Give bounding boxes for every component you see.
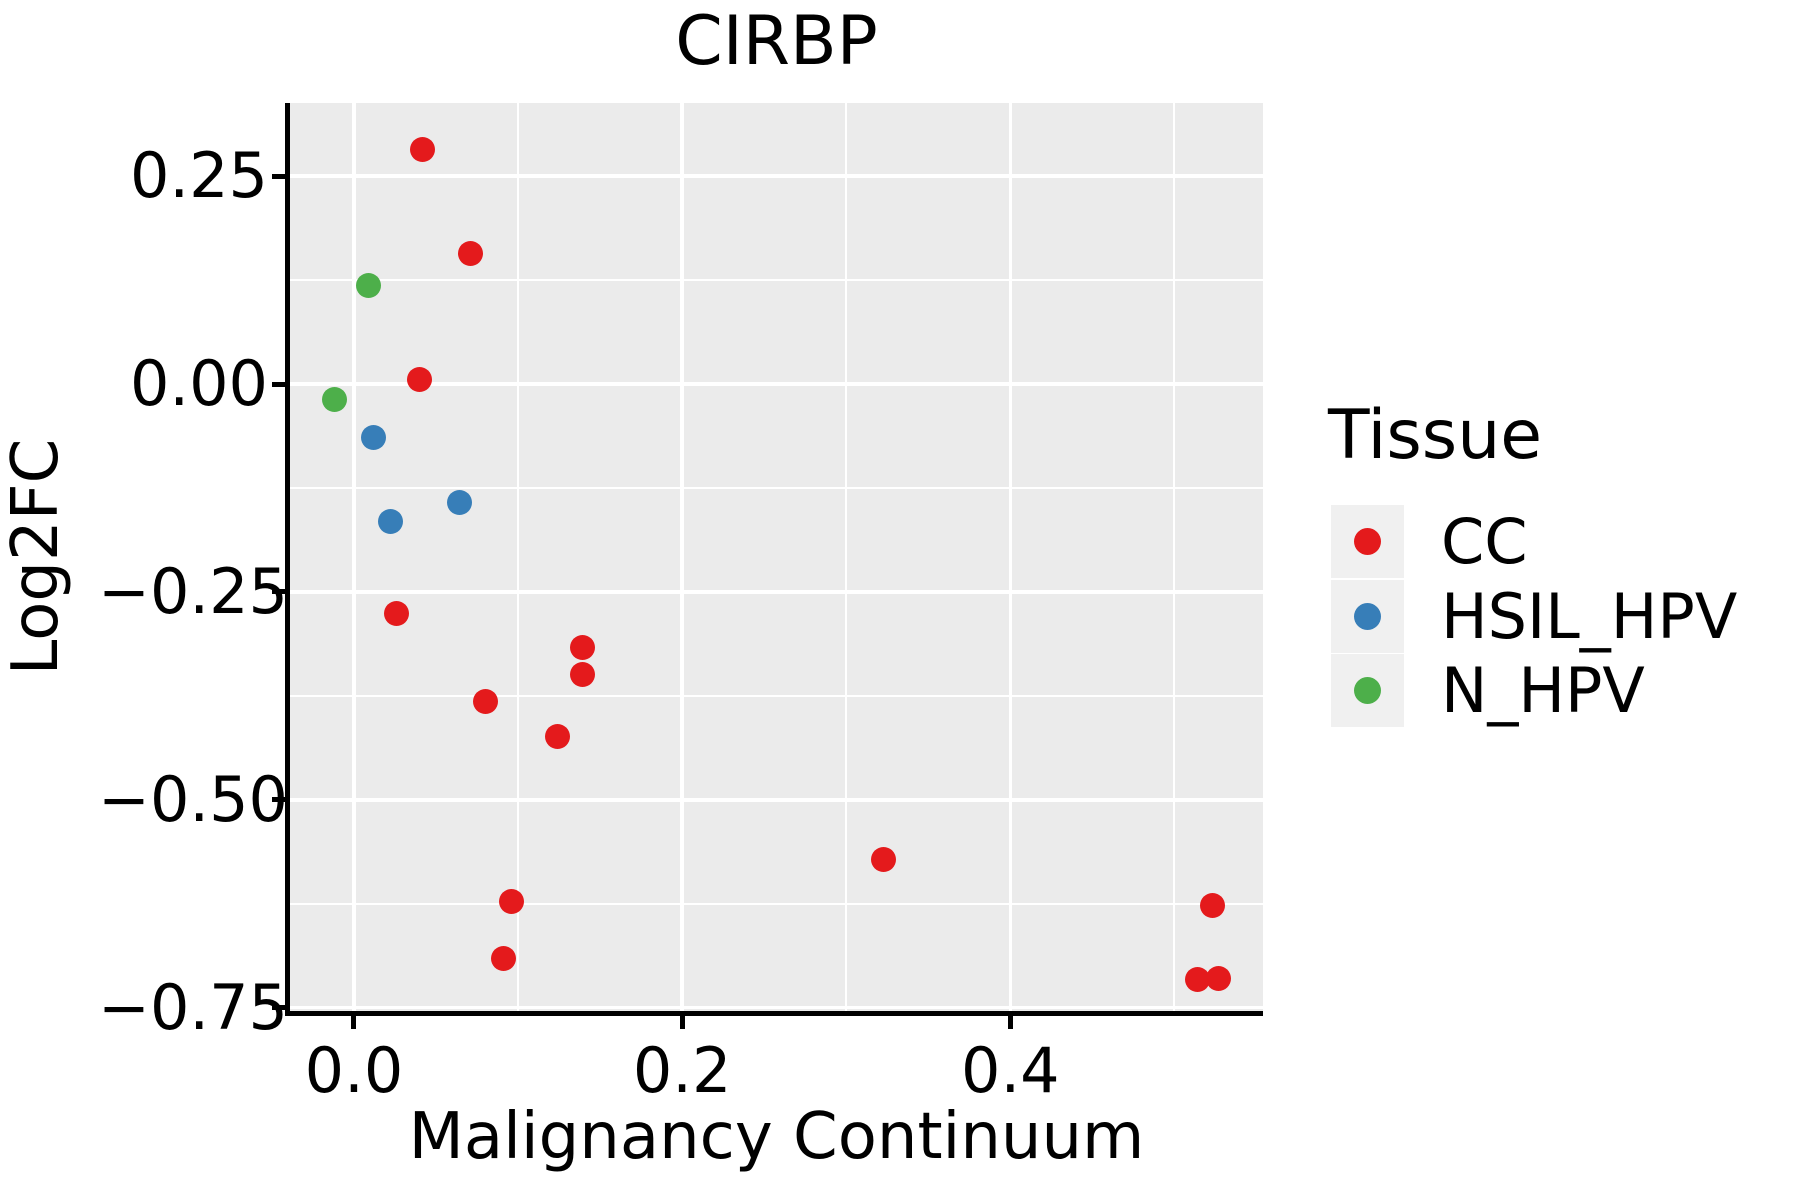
legend-dot-icon	[1354, 528, 1381, 555]
data-point-cc	[490, 946, 516, 972]
x-tick-mark	[1007, 1016, 1013, 1029]
legend-key-cc	[1331, 505, 1404, 578]
data-point-hsil_hpv	[361, 424, 387, 450]
data-point-cc	[544, 724, 570, 750]
gridline-minor-y	[290, 902, 1263, 905]
x-axis-label: Malignancy Continuum	[408, 1100, 1145, 1174]
gridline-minor-y	[290, 279, 1263, 282]
legend-item-label: HSIL_HPV	[1441, 579, 1738, 653]
gridline-minor-x	[1173, 103, 1176, 1011]
gridline-minor-x	[517, 103, 520, 1011]
x-tick-mark	[351, 1016, 357, 1029]
y-tick-mark	[272, 381, 285, 387]
gridline-major-y	[290, 1005, 1263, 1010]
gridline-minor-y	[290, 486, 1263, 489]
y-tick-mark	[272, 797, 285, 803]
x-tick-label: 0.2	[632, 1034, 732, 1107]
y-tick-label: −0.25	[98, 554, 288, 628]
gridline-major-x	[1008, 103, 1013, 1011]
y-axis-label: Log2FC	[0, 438, 73, 676]
x-tick-mark	[679, 1016, 685, 1029]
data-point-cc	[1184, 966, 1210, 992]
y-tick-mark	[272, 173, 285, 179]
legend-title: Tissue	[1328, 396, 1543, 475]
y-tick-label: −0.50	[98, 762, 288, 836]
legend-item-label: CC	[1441, 505, 1528, 578]
legend-key-n_hpv	[1331, 654, 1404, 728]
gridline-major-y	[290, 798, 1263, 802]
data-point-hsil_hpv	[446, 489, 472, 515]
y-tick-label: 0.25	[129, 139, 268, 213]
data-point-cc	[569, 635, 595, 661]
y-tick-mark	[272, 589, 285, 595]
plot-panel	[290, 103, 1263, 1011]
data-point-cc	[472, 689, 498, 715]
data-point-cc	[1206, 966, 1232, 992]
data-point-cc	[871, 847, 897, 873]
gridline-major-x	[352, 103, 356, 1011]
gridline-minor-y	[290, 694, 1263, 697]
data-point-cc	[457, 241, 483, 266]
plot-title: CIRBP	[675, 2, 878, 81]
y-tick-label: 0.00	[129, 347, 268, 421]
gridline-major-x	[680, 103, 684, 1011]
legend-dot-icon	[1354, 677, 1381, 705]
legend-item-label: N_HPV	[1441, 654, 1645, 728]
data-point-cc	[499, 888, 524, 914]
y-tick-label: −0.75	[98, 970, 288, 1044]
data-point-cc	[569, 661, 595, 687]
gridline-minor-x	[845, 103, 848, 1011]
data-point-cc	[384, 601, 410, 627]
gridline-major-y	[290, 382, 1263, 386]
data-point-hsil_hpv	[377, 508, 403, 534]
x-axis-line	[285, 1011, 1263, 1016]
x-tick-label: 0.4	[961, 1034, 1060, 1107]
gridline-major-y	[290, 174, 1263, 178]
gridline-major-y	[290, 590, 1263, 594]
data-point-cc	[407, 367, 433, 393]
data-point-n_hpv	[356, 273, 382, 299]
y-axis-line	[285, 103, 290, 1016]
y-tick-mark	[272, 1005, 285, 1011]
data-point-cc	[1199, 892, 1225, 918]
x-tick-label: 0.0	[304, 1034, 404, 1107]
data-point-n_hpv	[321, 386, 347, 412]
legend-key-hsil_hpv	[1331, 579, 1404, 653]
legend-dot-icon	[1354, 602, 1381, 630]
data-point-cc	[410, 137, 436, 163]
